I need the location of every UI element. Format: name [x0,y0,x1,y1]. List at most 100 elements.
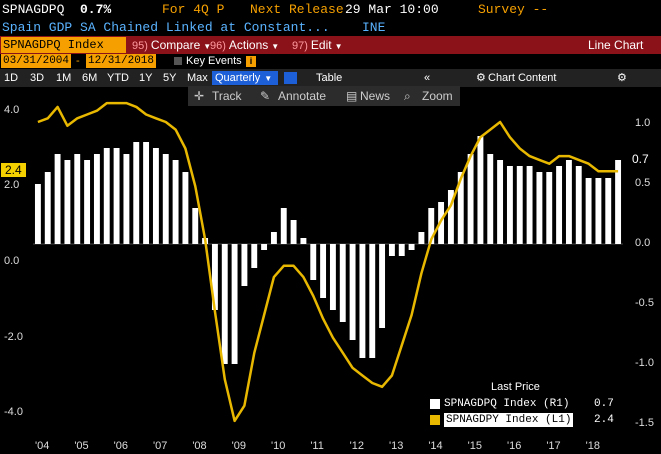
right-axis-tick-label: -1.5 [635,417,654,429]
frequency-select[interactable]: Quarterly ▼ [212,71,278,85]
settings-gear-icon[interactable]: ⚙ [617,72,627,84]
legend-value: 0.7 [594,398,614,410]
x-axis-tick-label: '15 [467,440,482,452]
bar [408,244,415,250]
actions-button[interactable]: 96) Actions ▼ [210,38,280,52]
zoom-icon[interactable]: ⌕ [404,89,411,103]
x-axis-tick-label: '08 [192,440,207,452]
bar [231,244,238,364]
track-button[interactable]: Track [212,89,242,103]
bar [221,244,228,364]
ticker-input[interactable]: SPNAGDPQ Index [1,37,126,53]
chevron-down-icon: ▼ [203,42,212,51]
chart-type-label[interactable]: Line Chart [588,38,644,52]
bar [575,166,582,244]
date-range-bar: 03/31/2004 - 12/31/2018 Key Events i [0,54,661,69]
bar [113,148,120,244]
line-chart-icon[interactable] [284,72,297,84]
bar [349,244,356,340]
menu-bar: SPNAGDPQ Index 95) Compare ▼ 96) Actions ▼ 9… [0,36,661,54]
bar [536,172,543,244]
x-axis-tick-label: '11 [310,440,324,452]
left-axis-tick-label: 2.0 [4,179,20,192]
bar [605,178,612,244]
annotate-button[interactable]: Annotate [278,89,327,103]
table-button[interactable]: Table [316,72,343,84]
range-1d[interactable]: 1D [4,72,19,84]
end-date-field[interactable]: 12/31/2018 [86,54,157,68]
x-axis-tick-label: '05 [74,440,89,452]
right-axis-tick-label: -1.0 [635,357,654,369]
bar [388,244,395,256]
collapse-left-icon[interactable]: « [424,72,431,84]
bar [369,244,376,358]
range-5y[interactable]: 5Y [163,72,177,84]
x-axis-tick-label: '12 [349,440,364,452]
chart-content-button[interactable]: Chart Content [488,72,557,84]
range-1m[interactable]: 1M [56,72,72,84]
bar [93,154,100,244]
key-events-checkbox[interactable] [174,57,182,65]
left-axis-tick-label: -4.0 [4,406,23,419]
chevron-down-icon: ▼ [271,42,280,51]
bar [506,166,513,244]
bar [487,154,494,244]
start-date-field[interactable]: 03/31/2004 [1,54,72,68]
ticker-label[interactable]: SPNAGDPQ [2,2,65,17]
gear-icon[interactable]: ⚙ [476,72,486,84]
bar [54,154,61,244]
x-axis-tick-label: '09 [231,440,246,452]
left-current-value-tag: 2.4 [1,163,26,178]
bar [143,142,150,244]
left-axis-tick-label: 4.0 [4,103,20,116]
source-text: INE [362,20,386,35]
bar [546,172,553,244]
range-6m[interactable]: 6M [82,72,98,84]
bar [74,154,81,244]
range-max[interactable]: Max [187,72,208,84]
right-current-value-tag: 0.7 [632,152,649,166]
bar [192,208,199,244]
survey-label: Survey -- [478,2,549,17]
chart-plot-area[interactable] [33,88,623,436]
right-axis-tick-label: 0.0 [635,237,651,249]
right-axis-tick-label: 0.5 [635,177,651,189]
compare-button[interactable]: 95) Compare ▼ [132,38,212,52]
bar [152,148,159,244]
range-ytd[interactable]: YTD [107,72,129,84]
crosshair-icon[interactable]: ✛ [194,89,205,103]
bar [526,166,533,244]
bar [241,244,248,286]
range-1y[interactable]: 1Y [139,72,153,84]
bar [84,160,91,244]
bar [418,232,425,244]
next-release-date: 29 Mar 10:00 [345,2,439,17]
zoom-button[interactable]: Zoom [422,89,453,103]
bar [595,178,602,244]
x-axis-tick-label: '17 [546,440,561,452]
bar [497,160,504,244]
bar [300,238,307,244]
date-separator: - [76,55,80,67]
info-icon[interactable]: i [246,56,256,67]
bar [556,166,563,244]
legend-label: SPNAGDPY Index (L1) [444,413,574,427]
bar [457,172,464,244]
chart-toolbar: ✛ Track ✎ Annotate ▤ News ⌕ Zoom [188,86,460,106]
bar [64,160,71,244]
news-icon[interactable]: ▤ [346,89,358,103]
bar [428,208,435,244]
x-axis-tick-label: '13 [389,440,404,452]
pencil-icon[interactable]: ✎ [260,89,271,103]
news-button[interactable]: News [360,89,391,103]
last-value: 0.7% [80,2,112,17]
x-axis-tick-label: '10 [271,440,286,452]
bar [339,244,346,322]
key-events-label: Key Events [186,55,242,67]
range-3d[interactable]: 3D [30,72,45,84]
right-axis-tick-label: -0.5 [635,297,654,309]
edit-button[interactable]: 97) Edit ▼ [292,38,343,52]
bar [211,244,218,310]
bar [447,190,454,244]
bar [133,142,140,244]
